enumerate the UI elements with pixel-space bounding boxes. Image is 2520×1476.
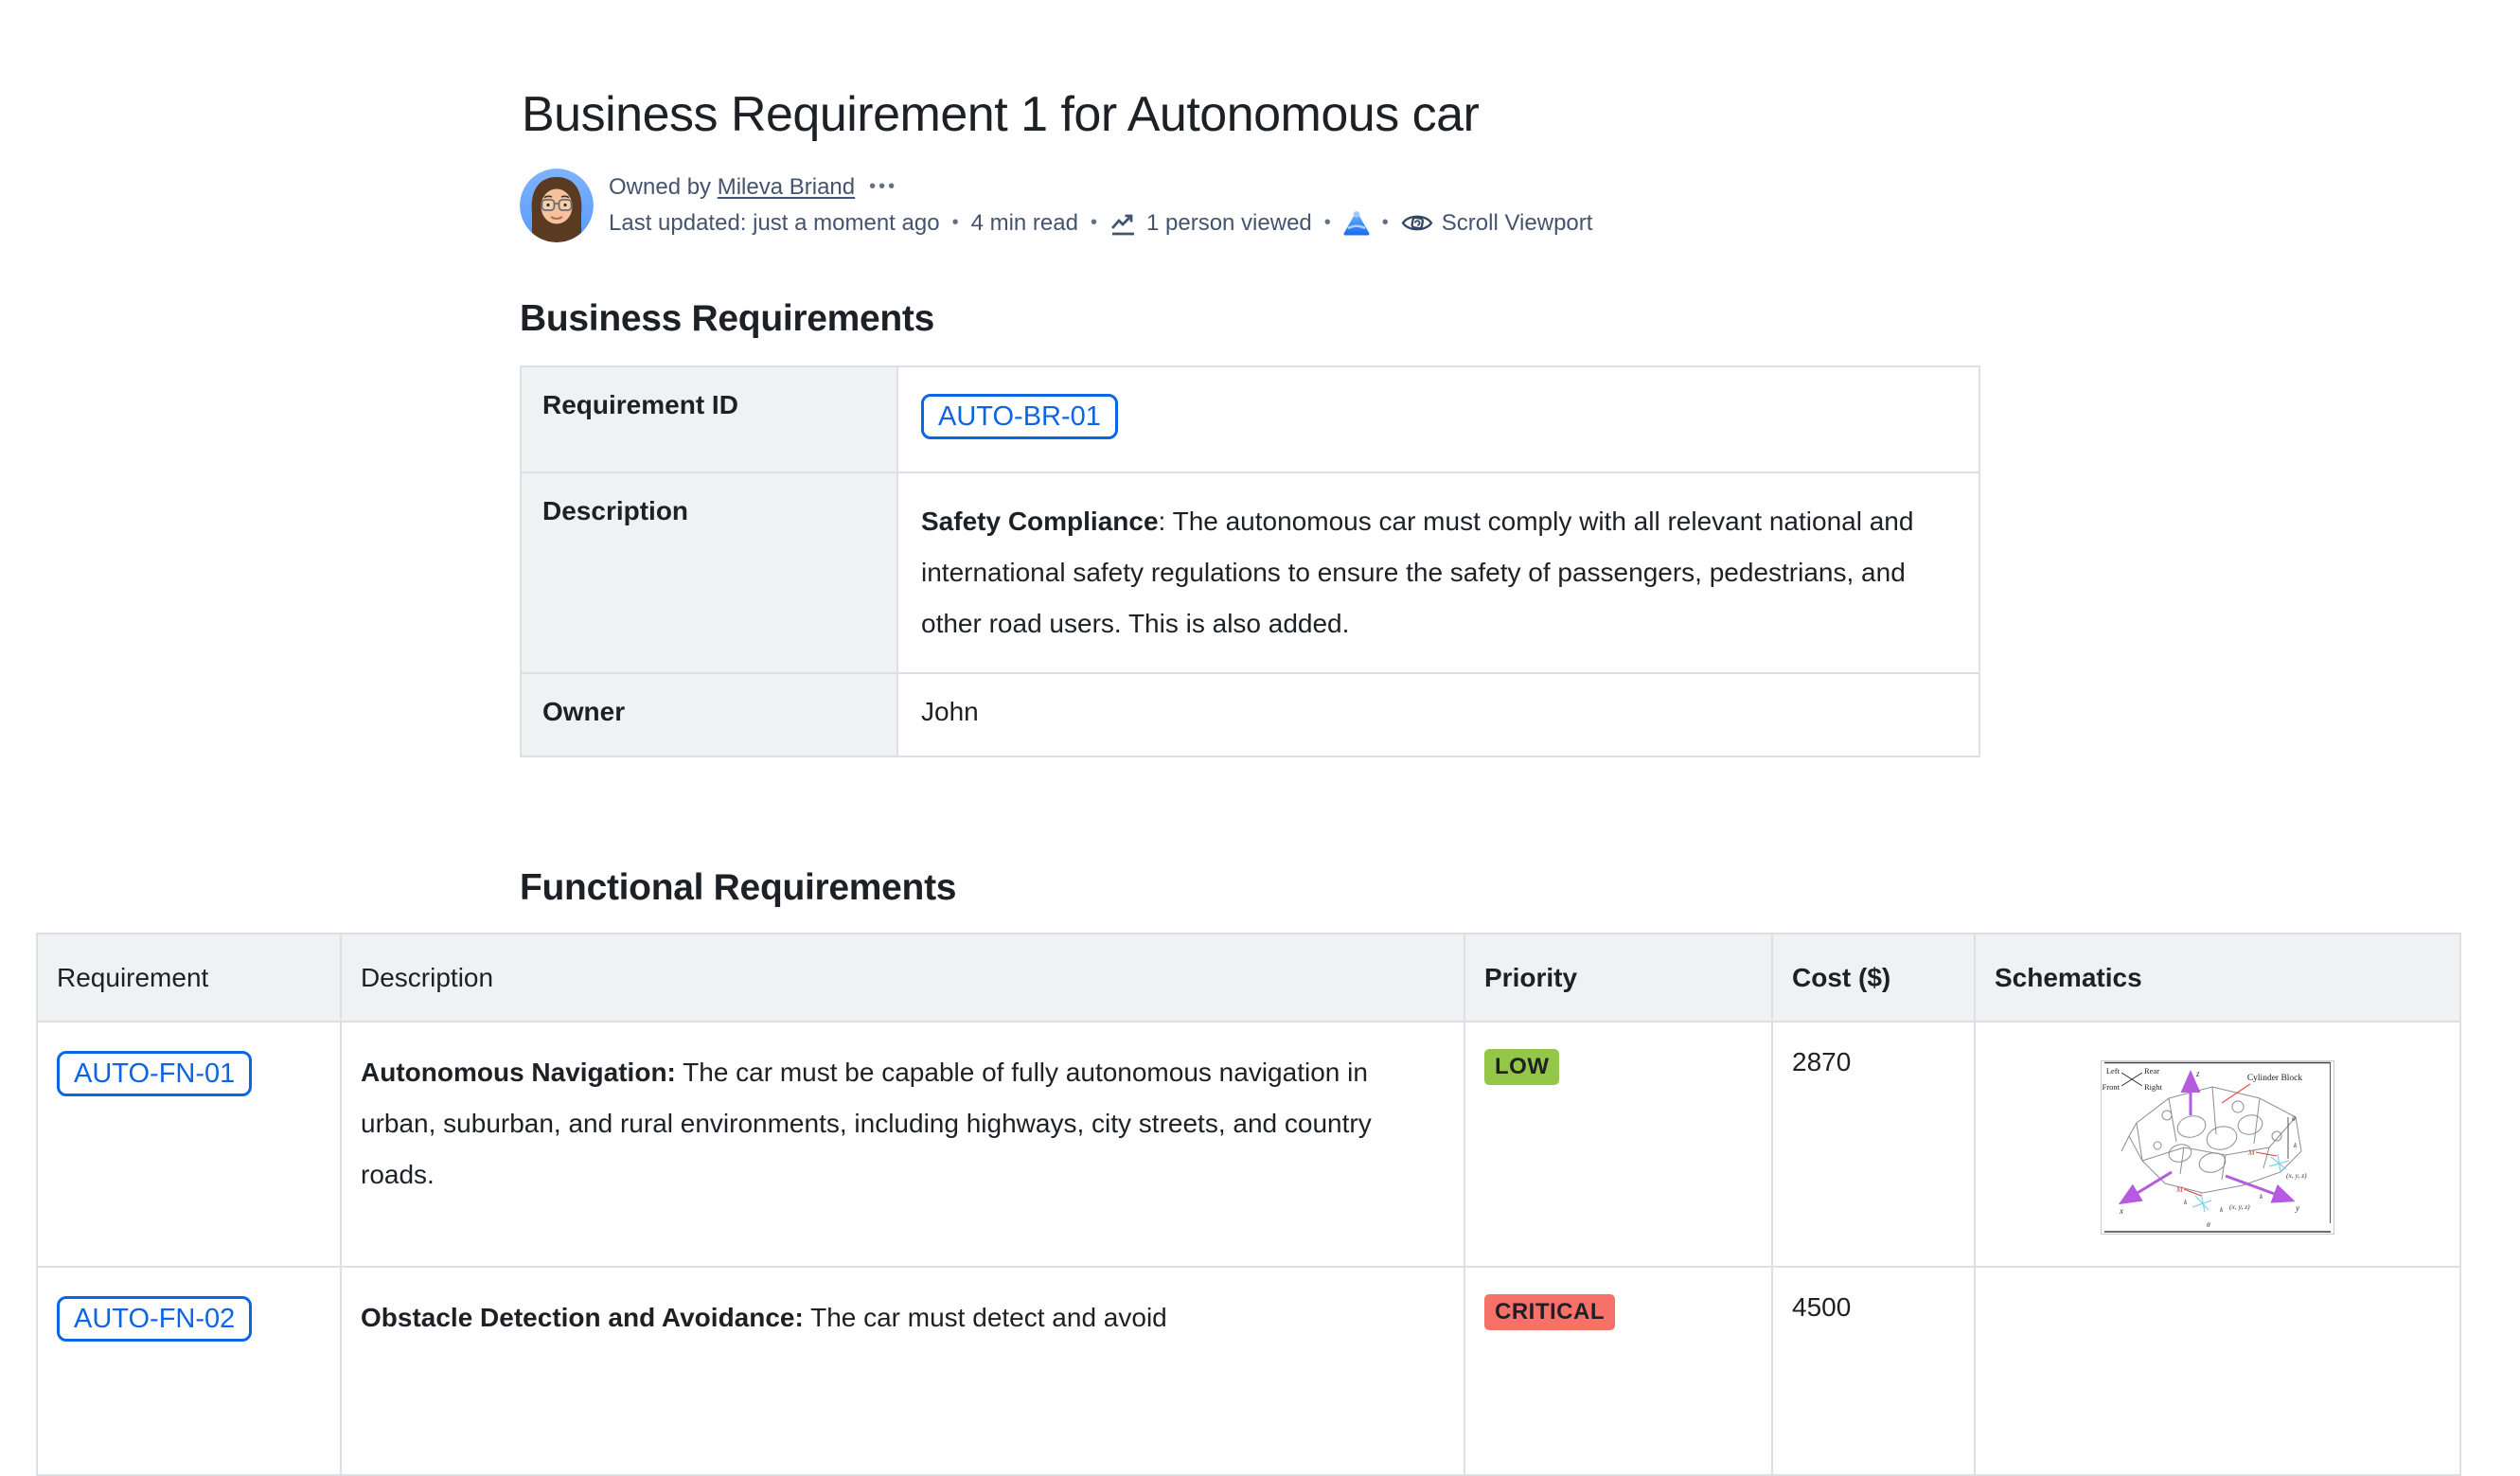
scroll-viewport-eye-icon [1401,210,1433,236]
schematic-label-k: k [2260,1192,2263,1200]
owned-by-label: Owned by Mileva Briand [609,173,856,200]
schematic-axis-y: y [2295,1203,2299,1213]
business-requirements-heading: Business Requirements [520,298,935,340]
cost-value: 4500 [1771,1266,1976,1476]
schematic-label-coords: (x, y, z) [2286,1171,2307,1180]
dot-separator: • [951,212,959,233]
priority-badge: CRITICAL [1484,1294,1615,1330]
owner-label: Owner [520,672,898,757]
read-time-text: 4 min read [970,209,1078,236]
schematic-label-k: k [2220,1205,2224,1214]
description-label: Description [520,471,898,674]
table-row: Requirement ID AUTO-BR-01 [520,365,1980,473]
col-header-requirement: Requirement [36,933,342,1023]
avatar-image [520,169,594,242]
byline: Owned by Mileva Briand ••• Last updated:… [520,169,1592,242]
table-row: Owner John [520,672,1980,757]
views-count-text: 1 person viewed [1145,209,1312,236]
col-header-description: Description [340,933,1465,1023]
requirement-chip[interactable]: AUTO-FN-01 [57,1051,253,1096]
requirement-description: Autonomous Navigation: The car must be c… [361,1058,1372,1189]
table-row: AUTO-FN-01 Autonomous Navigation: The ca… [36,1021,2461,1268]
business-requirements-table: Requirement ID AUTO-BR-01 Description Sa… [520,365,1980,757]
schematic-axis-x: x [2119,1206,2123,1216]
schematic-label-m: M [2247,1148,2256,1157]
schematic-label-cylinder-block: Cylinder Block [2247,1074,2303,1083]
schematic-image[interactable]: Left Rear Front Right Cylinder Block [2101,1060,2334,1241]
views-analytics[interactable]: 1 person viewed [1109,209,1312,238]
more-options-button[interactable]: ••• [869,176,898,197]
description-text: Safety Compliance: The autonomous car mu… [921,507,1914,638]
cost-value: 2870 [1771,1021,1976,1268]
avatar[interactable] [520,169,594,242]
schematic-label-k: k [2294,1141,2298,1149]
priority-badge: LOW [1484,1049,1560,1085]
trend-chart-icon [1109,209,1138,238]
schematic-label-left: Left [2106,1066,2121,1076]
requirement-chip[interactable]: AUTO-FN-02 [57,1296,253,1342]
page-title: Business Requirement 1 for Autonomous ca… [522,86,1480,142]
requirement-id-chip[interactable]: AUTO-BR-01 [921,394,1118,439]
dot-separator: • [1381,212,1389,233]
table-header-row: Requirement Description Priority Cost ($… [36,933,2461,1023]
schematic-label-theta: θ [2292,1114,2296,1123]
col-header-priority: Priority [1464,933,1773,1023]
last-updated-text: Last updated: just a moment ago [609,209,940,236]
table-row: Description Safety Compliance: The auton… [520,471,1980,674]
requirement-id-label: Requirement ID [520,365,898,473]
dot-separator: • [1090,212,1097,233]
owner-value: John [896,672,1980,757]
table-row: AUTO-FN-02 Obstacle Detection and Avoida… [36,1266,2461,1476]
schematic-label-coords: (x, y, z) [2229,1202,2250,1211]
dot-separator: • [1323,212,1331,233]
app-badge-icon[interactable] [1343,209,1370,238]
requirement-description: Obstacle Detection and Avoidance: The ca… [361,1303,1167,1332]
col-header-schematics: Schematics [1974,933,2461,1023]
scroll-viewport-text: Scroll Viewport [1441,209,1593,236]
schematic-label-front: Front [2103,1082,2121,1092]
functional-requirements-heading: Functional Requirements [520,867,957,909]
schematic-axis-z: z [2195,1069,2200,1078]
schematic-label-k: k [2184,1198,2188,1206]
functional-requirements-table: Requirement Description Priority Cost ($… [36,933,2461,1476]
col-header-cost: Cost ($) [1771,933,1976,1023]
schematic-label-rear: Rear [2144,1066,2159,1076]
schematic-label-theta: θ [2207,1220,2210,1229]
schematic-label-right: Right [2144,1082,2163,1092]
scroll-viewport-link[interactable]: Scroll Viewport [1401,209,1593,237]
schematic-label-m: M [2175,1185,2184,1194]
owner-link[interactable]: Mileva Briand [717,173,856,200]
